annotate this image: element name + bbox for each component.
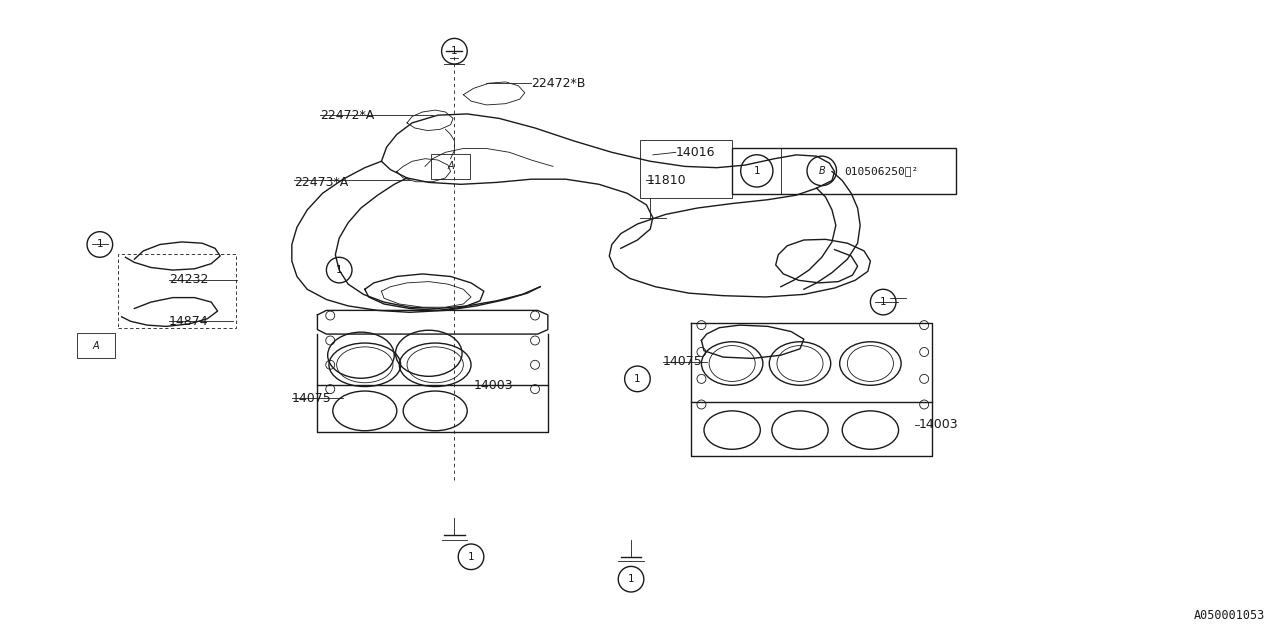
Text: 14016: 14016 [676,146,716,159]
Text: 14075: 14075 [663,355,703,368]
Text: B: B [818,166,826,176]
Text: 1: 1 [634,374,641,384]
Bar [77,333,115,358]
Bar [640,140,732,198]
Bar [118,254,236,328]
Text: 14003: 14003 [919,419,959,431]
Bar [732,148,956,194]
Text: 14874: 14874 [169,315,209,328]
Text: 22473*A: 22473*A [294,176,348,189]
Text: 1: 1 [96,239,104,250]
Text: 22472*B: 22472*B [531,77,585,90]
Text: 1: 1 [879,297,887,307]
Text: A: A [447,161,454,172]
Text: 11810: 11810 [646,174,686,187]
Text: 24232: 24232 [169,273,209,286]
Text: 1: 1 [335,265,343,275]
Text: 1: 1 [467,552,475,562]
Bar [431,154,470,179]
Text: 14075: 14075 [292,392,332,404]
Text: 1: 1 [754,166,760,176]
Text: 010506250①²: 010506250①² [844,166,918,176]
Text: A050001053: A050001053 [1193,609,1265,622]
Text: A: A [92,340,100,351]
Text: 22472*A: 22472*A [320,109,374,122]
Text: 1: 1 [627,574,635,584]
Text: 1: 1 [451,46,458,56]
Text: 14003: 14003 [474,379,513,392]
